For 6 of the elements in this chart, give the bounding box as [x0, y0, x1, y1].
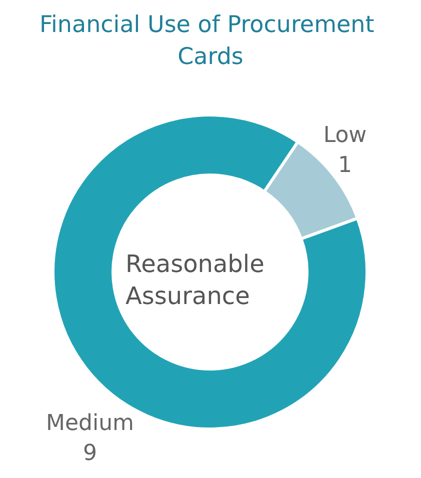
data-label: 1	[338, 152, 352, 178]
data-label: 9	[83, 441, 97, 466]
chart-title: Financial Use of Procurement Cards	[39, 12, 382, 70]
text: Reasonable Assurance	[126, 250, 264, 310]
slice-label: Low	[323, 122, 367, 148]
slice-label: Medium	[46, 411, 134, 436]
